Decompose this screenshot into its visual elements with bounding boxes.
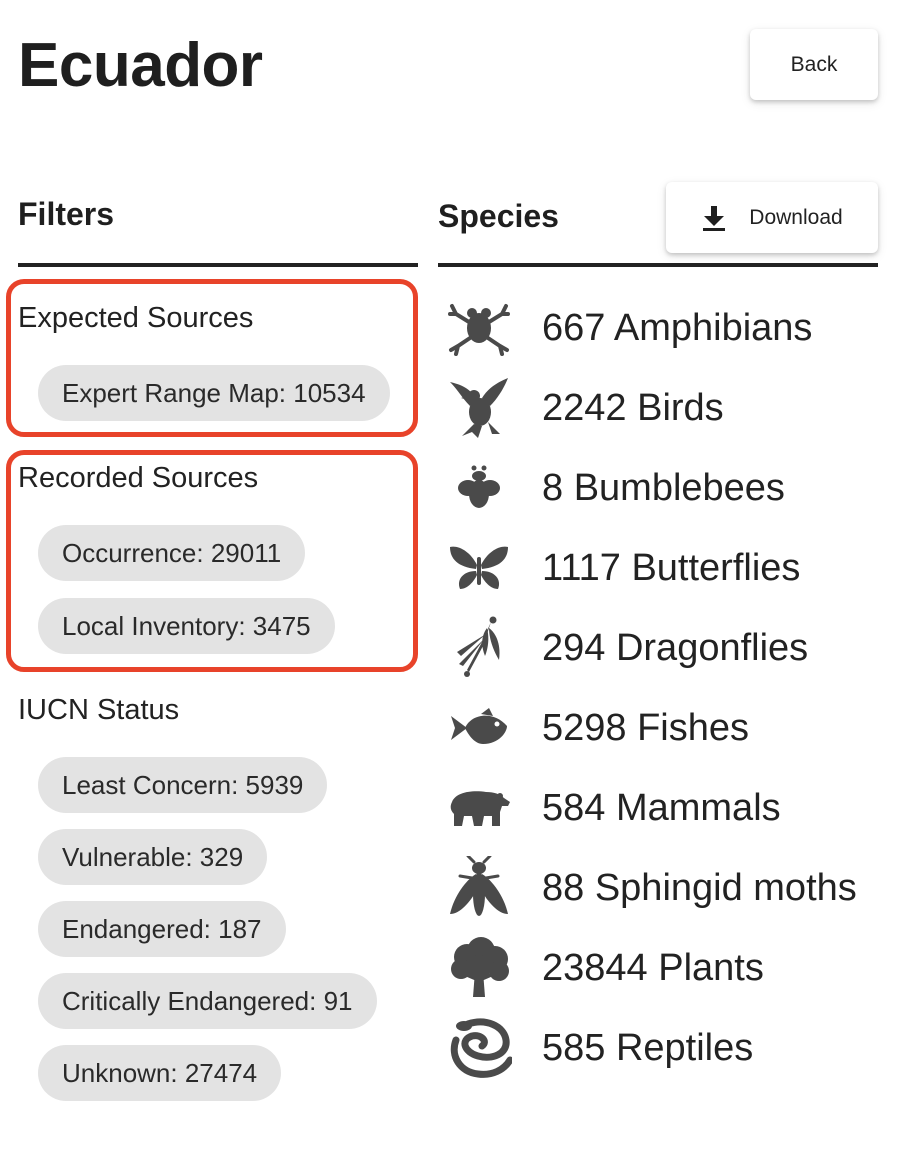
- fish-icon: [446, 695, 512, 761]
- filters-divider: [18, 263, 418, 267]
- bee-icon: [446, 455, 512, 521]
- species-divider: [438, 263, 878, 267]
- filter-chip-vulnerable[interactable]: Vulnerable: 329: [38, 829, 268, 885]
- download-icon: [701, 205, 727, 231]
- species-row-amphibians[interactable]: 667 Amphibians: [446, 293, 812, 363]
- species-row-mammals[interactable]: 584 Mammals: [446, 773, 781, 843]
- filter-chip-unknown[interactable]: Unknown: 27474: [38, 1045, 282, 1101]
- species-heading: Species: [438, 198, 559, 234]
- filter-chip-local-inventory[interactable]: Local Inventory: 3475: [38, 598, 335, 654]
- species-label: 2242 Birds: [542, 386, 724, 429]
- butterfly-icon: [446, 535, 512, 601]
- species-label: 667 Amphibians: [542, 306, 813, 349]
- page-title: Ecuador: [18, 31, 263, 100]
- species-row-plants[interactable]: 23844 Plants: [446, 933, 764, 1003]
- filter-chip-critically-endangered[interactable]: Critically Endangered: 91: [38, 973, 377, 1029]
- filter-chip-occurrence[interactable]: Occurrence: 29011: [38, 525, 306, 581]
- back-button[interactable]: Back: [750, 29, 878, 100]
- species-label: 585 Reptiles: [542, 1026, 754, 1069]
- species-row-butterflies[interactable]: 1117 Butterflies: [446, 533, 800, 603]
- species-label: 584 Mammals: [542, 786, 781, 829]
- species-label: 8 Bumblebees: [542, 466, 785, 509]
- download-button[interactable]: Download: [666, 182, 878, 253]
- filter-group-label-recorded-sources: Recorded Sources: [18, 462, 259, 494]
- filter-chip-least-concern[interactable]: Least Concern: 5939: [38, 757, 328, 813]
- species-label: 5298 Fishes: [542, 706, 750, 749]
- frog-icon: [446, 295, 512, 361]
- tree-icon: [446, 935, 512, 1001]
- moth-icon: [446, 855, 512, 921]
- species-row-sphingid-moths[interactable]: 88 Sphingid moths: [446, 853, 857, 923]
- species-row-reptiles[interactable]: 585 Reptiles: [446, 1013, 753, 1083]
- dragonfly-icon: [446, 615, 512, 681]
- species-label: 88 Sphingid moths: [542, 866, 857, 909]
- species-row-bumblebees[interactable]: 8 Bumblebees: [446, 453, 785, 523]
- filter-group-label-expected-sources: Expected Sources: [18, 302, 254, 334]
- species-label: 294 Dragonflies: [542, 626, 809, 669]
- download-label: Download: [749, 205, 843, 229]
- filter-group-label-iucn-status: IUCN Status: [18, 694, 180, 726]
- snake-icon: [446, 1015, 512, 1081]
- filter-chip-endangered[interactable]: Endangered: 187: [38, 901, 286, 957]
- filters-heading: Filters: [18, 196, 115, 232]
- filter-chip-expert-range-map[interactable]: Expert Range Map: 10534: [38, 365, 390, 421]
- species-label: 23844 Plants: [542, 946, 764, 989]
- species-row-fishes[interactable]: 5298 Fishes: [446, 693, 749, 763]
- bird-icon: [446, 375, 512, 441]
- bear-icon: [446, 775, 512, 841]
- species-label: 1117 Butterflies: [542, 546, 801, 589]
- species-row-birds[interactable]: 2242 Birds: [446, 373, 724, 443]
- species-row-dragonflies[interactable]: 294 Dragonflies: [446, 613, 808, 683]
